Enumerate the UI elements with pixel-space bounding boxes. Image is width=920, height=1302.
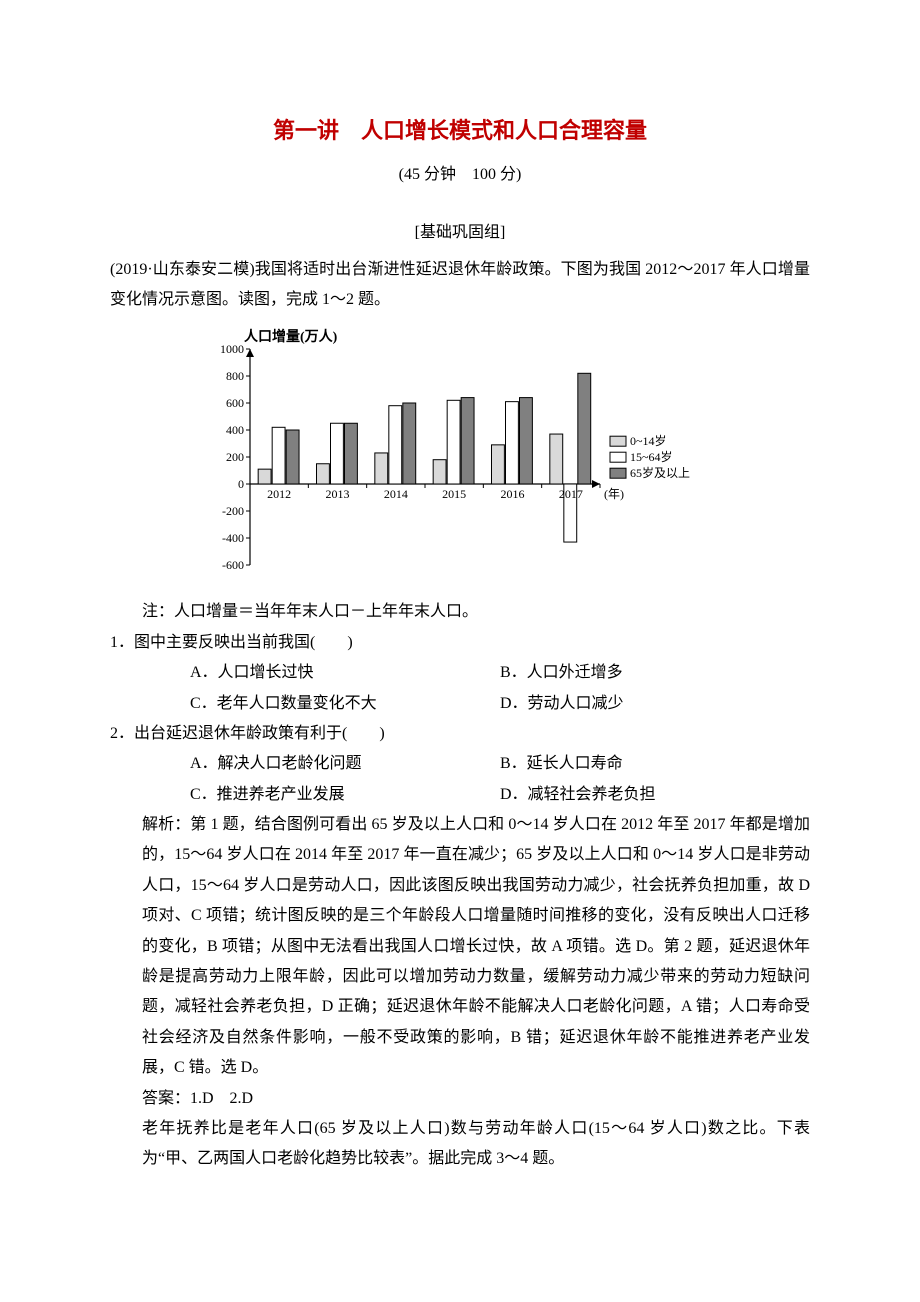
q2-option-d: D．减轻社会养老负担 <box>500 780 810 810</box>
intro-paragraph: (2019·山东泰安二模)我国将适时出台渐进性延迟退休年龄政策。下图为我国 20… <box>110 255 810 316</box>
question-1-stem: 1．图中主要反映出当前我国( ) <box>110 628 810 658</box>
lesson-subtitle: (45 分钟 100 分) <box>110 160 810 190</box>
q2-option-a: A．解决人口老龄化问题 <box>190 749 500 779</box>
q1-option-d: D．劳动人口减少 <box>500 689 810 719</box>
svg-text:0~14岁: 0~14岁 <box>630 434 667 449</box>
question-2-stem: 2．出台延迟退休年龄政策有利于( ) <box>110 719 810 749</box>
svg-text:0: 0 <box>238 477 244 491</box>
svg-text:600: 600 <box>226 396 244 410</box>
q1-option-a: A．人口增长过快 <box>190 658 500 688</box>
lesson-title: 第一讲 人口增长模式和人口合理容量 <box>110 110 810 152</box>
q2-option-c: C．推进养老产业发展 <box>190 780 500 810</box>
svg-text:2016: 2016 <box>501 487 525 501</box>
svg-text:800: 800 <box>226 369 244 383</box>
svg-text:(年): (年) <box>604 487 624 501</box>
section-label: [基础巩固组] <box>110 218 810 248</box>
svg-text:200: 200 <box>226 450 244 464</box>
svg-text:2013: 2013 <box>326 487 350 501</box>
next-intro: 老年抚养比是老年人口(65 岁及以上人口)数与劳动年龄人口(15～64 岁人口)… <box>142 1114 810 1175</box>
svg-text:1000: 1000 <box>220 342 244 356</box>
svg-text:400: 400 <box>226 423 244 437</box>
bar-chart-svg: 人口增量(万人) -600 -400 -200 0 200 400 600 800 1000 201… <box>200 325 720 595</box>
chart-note: 注：人口增量＝当年年末人口－上年年末人口。 <box>142 597 810 627</box>
question-1-options: A．人口增长过快 B．人口外迁增多 C．老年人口数量变化不大 D．劳动人口减少 <box>190 658 810 719</box>
question-2-options: A．解决人口老龄化问题 B．延长人口寿命 C．推进养老产业发展 D．减轻社会养老… <box>190 749 810 810</box>
svg-text:65岁及以上: 65岁及以上 <box>630 466 690 481</box>
svg-text:2012: 2012 <box>267 487 291 501</box>
svg-text:15~64岁: 15~64岁 <box>630 450 673 465</box>
analysis-text: 解析：第 1 题，结合图例可看出 65 岁及以上人口和 0～14 岁人口在 20… <box>142 810 810 1084</box>
answers-text: 答案：1.D 2.D <box>142 1084 810 1114</box>
q1-option-b: B．人口外迁增多 <box>500 658 810 688</box>
q1-option-c: C．老年人口数量变化不大 <box>190 689 500 719</box>
svg-text:-200: -200 <box>222 504 244 518</box>
svg-text:-400: -400 <box>222 531 244 545</box>
svg-text:2015: 2015 <box>442 487 466 501</box>
svg-text:2014: 2014 <box>384 487 408 501</box>
q2-option-b: B．延长人口寿命 <box>500 749 810 779</box>
population-chart: 人口增量(万人) -600 -400 -200 0 200 400 600 800 1000 201… <box>200 325 810 595</box>
svg-text:-600: -600 <box>222 558 244 572</box>
svg-text:2017: 2017 <box>559 487 583 501</box>
svg-text:人口增量(万人): 人口增量(万人) <box>244 328 338 345</box>
